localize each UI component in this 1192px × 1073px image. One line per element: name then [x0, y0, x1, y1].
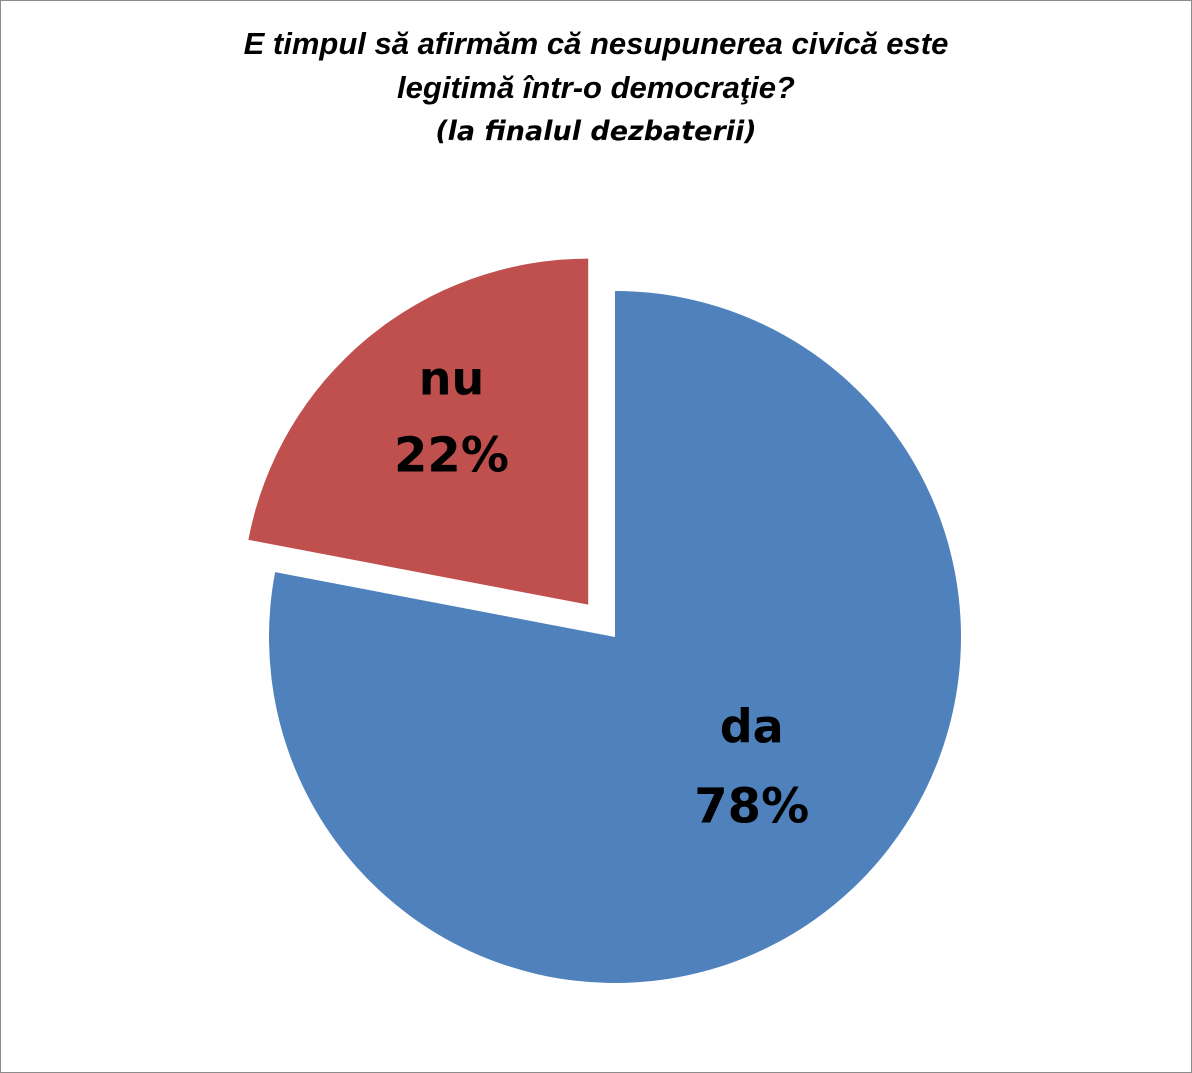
chart-title-line-2: legitimă într-o democraţie?	[397, 70, 795, 105]
pie-slice-nu	[248, 258, 589, 605]
chart-title-line-1: E timpul să afirmăm că nesupunerea civic…	[243, 26, 949, 61]
slice-value-label-nu: 22%	[394, 427, 509, 483]
slice-name-label-da: da	[720, 699, 784, 753]
chart-title: E timpul să afirmăm că nesupunerea civic…	[0, 22, 1192, 110]
chart-subtitle: (la finalul dezbaterii)	[435, 116, 757, 147]
pie-slice-da	[268, 291, 961, 983]
slice-value-label-da: 78%	[694, 778, 809, 834]
slice-name-label-nu: nu	[419, 351, 485, 405]
